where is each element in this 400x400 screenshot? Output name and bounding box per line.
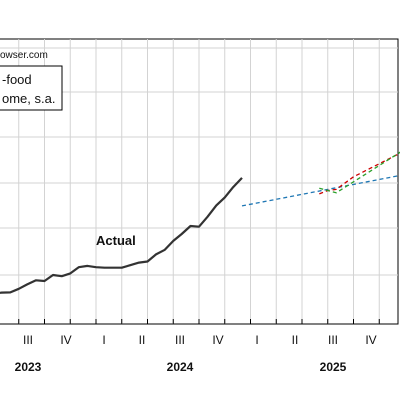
x-tick-label-7: II xyxy=(292,333,299,347)
plot-frame xyxy=(0,38,399,325)
x-year-label-2025: 2025 xyxy=(320,360,347,374)
x-tick-label-6: I xyxy=(255,333,258,347)
x-tick-label-9: IV xyxy=(365,333,376,347)
series-forecast-red xyxy=(319,152,400,195)
x-tick-label-5: IV xyxy=(212,333,223,347)
series-forecast-green xyxy=(319,151,400,194)
x-tick-label-2: I xyxy=(102,333,105,347)
series-layer xyxy=(0,151,400,294)
x-year-label-2024: 2024 xyxy=(167,360,194,374)
series-forecast-blue xyxy=(241,174,400,207)
x-year-label-2023: 2023 xyxy=(15,360,42,374)
legend: -food ome, s.a. xyxy=(0,65,63,111)
x-tick-label-4: III xyxy=(175,333,185,347)
legend-line-1: -food xyxy=(2,72,32,87)
source-label: owser.com xyxy=(0,50,48,61)
series-actual xyxy=(0,177,243,294)
x-tick-label-0: III xyxy=(23,333,33,347)
x-tick-label-1: IV xyxy=(60,333,71,347)
grid xyxy=(0,39,398,324)
legend-line-2: ome, s.a. xyxy=(2,91,55,106)
actual-annotation: Actual xyxy=(96,233,136,248)
legend-box xyxy=(0,65,63,111)
x-tick-label-3: II xyxy=(139,333,146,347)
x-tick-label-8: III xyxy=(328,333,338,347)
